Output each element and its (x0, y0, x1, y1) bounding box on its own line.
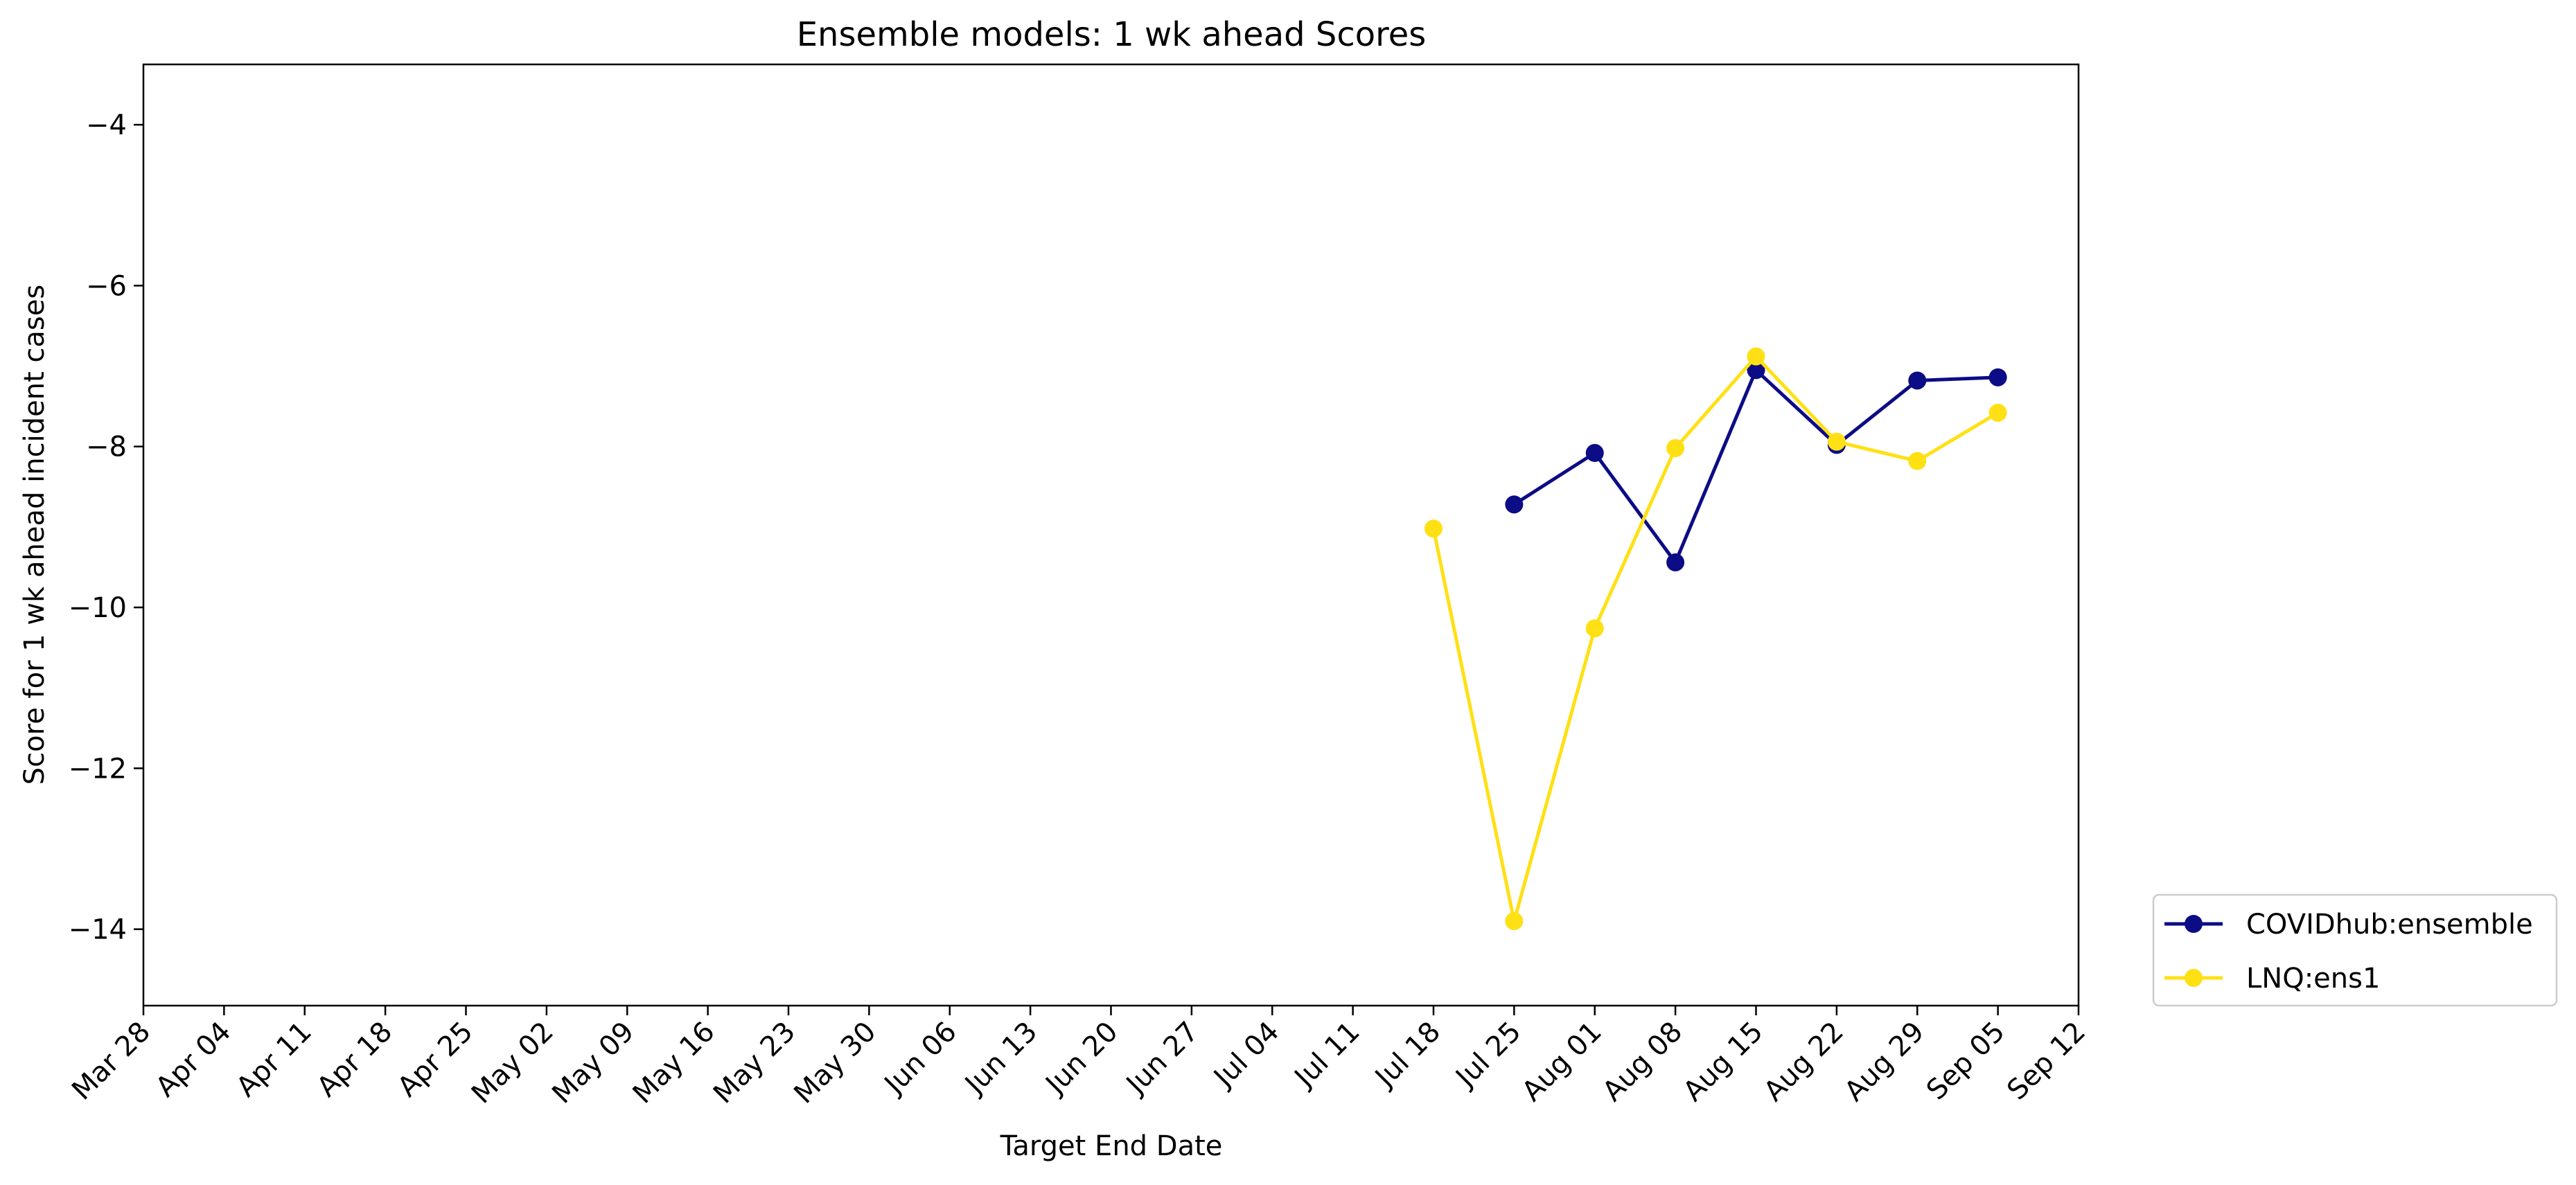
x-tick-label: Jul 18 (1368, 1016, 1447, 1095)
x-tick-label: Jun 27 (1119, 1016, 1205, 1102)
x-tick-label: May 30 (788, 1016, 882, 1110)
x-tick-label: May 02 (466, 1016, 560, 1110)
x-tick-label: May 09 (546, 1016, 640, 1110)
x-tick-label: Apr 25 (391, 1016, 479, 1103)
legend-swatch-marker (2185, 915, 2203, 933)
x-tick-label: Jun 13 (958, 1016, 1043, 1102)
series-layer (1424, 347, 2007, 931)
x-tick-label: Apr 11 (230, 1016, 317, 1103)
x-tick-label: May 23 (707, 1016, 802, 1110)
legend-label: COVIDhub:ensemble (2246, 909, 2533, 941)
x-tick-label: Jun 06 (877, 1016, 963, 1102)
y-tick-label: −14 (69, 914, 127, 946)
x-tick-label: Apr 04 (150, 1016, 237, 1103)
data-point (1747, 361, 1765, 380)
y-tick-label: −6 (86, 270, 127, 302)
x-tick-label: Jul 25 (1449, 1016, 1528, 1095)
y-tick-label: −10 (69, 592, 127, 624)
data-point (1988, 403, 2007, 422)
y-axis: −4 −6 −8 −10 −12 −14 (69, 109, 143, 946)
data-point (1585, 619, 1604, 638)
x-tick-label: Aug 22 (1758, 1016, 1850, 1108)
data-point (1666, 439, 1685, 458)
x-tick-label: Aug 08 (1596, 1016, 1688, 1108)
data-point (1747, 347, 1765, 366)
x-tick-label: Apr 18 (311, 1016, 398, 1103)
y-axis-label: Score for 1 wk ahead incident cases (19, 285, 51, 785)
x-tick-label: Jun 20 (1039, 1016, 1124, 1102)
x-tick-label: Aug 29 (1839, 1016, 1931, 1108)
legend-label: LNQ:ens1 (2246, 963, 2380, 995)
data-point (1908, 371, 1927, 390)
x-tick-label: Jul 04 (1207, 1016, 1286, 1095)
plot-area-frame (142, 63, 2080, 1007)
data-point (1424, 519, 1443, 538)
y-tick-label: −12 (69, 753, 127, 785)
data-point (1908, 452, 1927, 470)
x-tick-label: Sep 12 (2001, 1016, 2092, 1107)
legend-swatch-marker (2185, 969, 2203, 987)
y-tick-label: −8 (86, 431, 127, 463)
x-axis-label: Target End Date (1000, 1130, 1223, 1162)
x-tick-label: Sep 05 (1921, 1016, 2011, 1107)
x-tick-label: Aug 01 (1516, 1016, 1608, 1108)
x-tick-label: Mar 28 (66, 1016, 157, 1107)
data-point (1505, 495, 1524, 514)
x-tick-label: Aug 15 (1677, 1016, 1770, 1108)
data-point (1666, 553, 1685, 571)
data-point (1827, 432, 1846, 451)
data-point (1988, 368, 2007, 386)
legend-box (2152, 893, 2558, 1007)
chart-title: Ensemble models: 1 wk ahead Scores (797, 15, 1427, 54)
data-point (1585, 444, 1604, 463)
series-line-0 (1513, 368, 1998, 564)
x-tick-label: Jul 11 (1287, 1016, 1366, 1095)
data-point (1505, 912, 1524, 931)
y-tick-label: −4 (86, 109, 127, 141)
series-line-1 (1431, 355, 1999, 923)
legend: COVIDhub:ensemble LNQ:ens1 (2152, 893, 2558, 1007)
x-tick-label: May 16 (627, 1016, 721, 1110)
